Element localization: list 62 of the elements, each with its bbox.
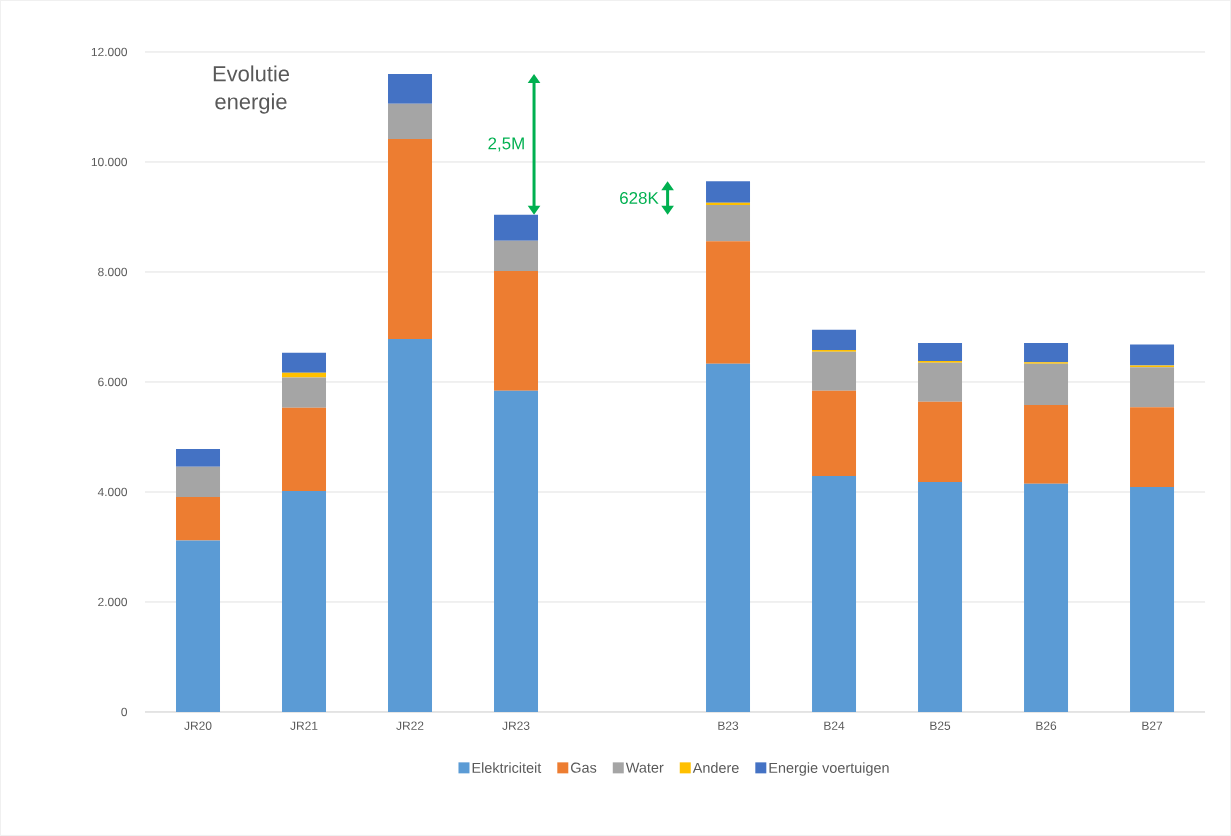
bar <box>1024 405 1069 484</box>
bar <box>812 390 857 477</box>
bar <box>812 351 857 391</box>
x-tick-label: JR22 <box>396 721 424 730</box>
legend-label: Energie voertuigen <box>769 762 889 776</box>
bar <box>388 339 433 712</box>
bar <box>282 407 327 491</box>
bar <box>282 372 327 378</box>
x-tick-label: B24 <box>824 721 845 730</box>
bar <box>1130 487 1175 712</box>
y-tick-label: 8.000 <box>98 267 128 277</box>
bar <box>1024 483 1069 712</box>
legend-label: Gas <box>571 762 597 773</box>
bar <box>706 241 751 364</box>
bar <box>918 362 963 402</box>
y-tick-label: 6.000 <box>98 377 128 387</box>
bar <box>1024 342 1069 363</box>
x-tick-label: JR20 <box>184 721 212 730</box>
x-tick-label: JR21 <box>290 721 318 730</box>
bar <box>1024 363 1069 406</box>
legend-label: Water <box>625 762 664 773</box>
bar <box>176 466 221 497</box>
bar <box>176 449 221 467</box>
y-tick-label: 4.000 <box>97 487 128 497</box>
bar <box>494 270 539 391</box>
bar <box>388 103 433 139</box>
x-tick-label: B27 <box>1142 721 1163 730</box>
bar <box>1130 407 1175 488</box>
bar <box>388 73 433 104</box>
bar <box>388 138 433 340</box>
bar <box>812 329 857 351</box>
x-tick-label: JR23 <box>502 721 530 730</box>
bar <box>282 352 327 373</box>
text: Evolutie energie <box>213 65 290 114</box>
bar <box>494 390 539 712</box>
bar <box>918 401 963 483</box>
x-tick-label: B23 <box>718 721 739 730</box>
bar <box>176 540 221 712</box>
bar <box>706 202 751 205</box>
bar <box>918 342 963 362</box>
bar <box>706 204 751 242</box>
y-tick-label: 2.000 <box>98 597 128 607</box>
legend-label: Andere <box>692 762 739 773</box>
legend-label: Elektriciteit <box>472 762 542 773</box>
bar <box>1130 367 1175 408</box>
bar <box>706 181 751 203</box>
y-tick-label: 12.000 <box>91 47 128 57</box>
bar <box>282 490 327 712</box>
annotation: 628K <box>620 192 659 205</box>
bar <box>1130 344 1175 366</box>
bar <box>494 214 539 241</box>
y-tick-label: 10.000 <box>91 157 128 167</box>
annotation: 2,5M <box>488 137 524 152</box>
y-tick-label: 0 <box>121 707 128 717</box>
x-tick-label: B25 <box>930 721 951 730</box>
bar <box>918 482 963 712</box>
bar <box>176 496 221 541</box>
x-tick-label: B26 <box>1036 721 1057 730</box>
bar <box>812 476 857 712</box>
bar <box>706 363 751 712</box>
bar <box>494 240 539 271</box>
bar <box>282 377 327 408</box>
